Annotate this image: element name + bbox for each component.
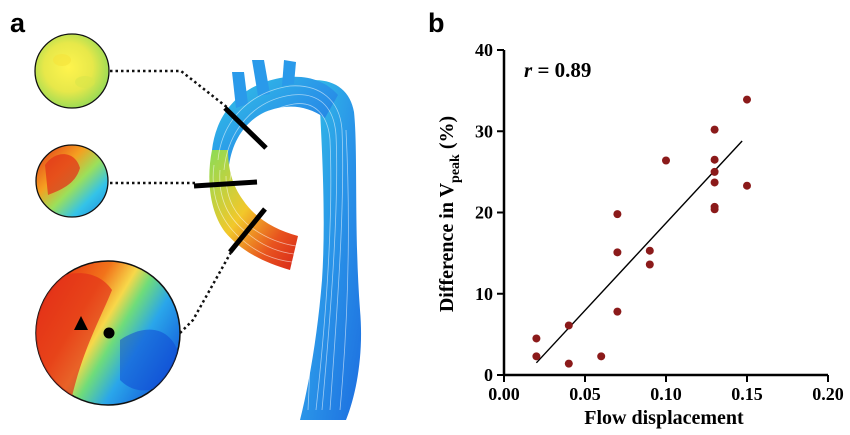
y-tick-label: 30	[475, 121, 493, 141]
data-point	[710, 205, 719, 214]
data-point	[710, 167, 719, 176]
x-tick-label: 0.15	[731, 384, 763, 404]
data-point	[532, 352, 541, 361]
cut-plane-bottom	[228, 207, 267, 254]
data-point	[743, 181, 751, 190]
x-tick-label: 0.00	[488, 384, 520, 404]
y-axis-label-sub: peak	[448, 154, 463, 183]
y-axis-label: Difference in Vpeak (%)	[436, 116, 463, 312]
x-axis-label: Flow displacement	[584, 407, 744, 429]
y-axis-label-main: Difference in V	[436, 182, 458, 312]
data-point	[645, 246, 654, 255]
triangle-marker	[74, 316, 88, 330]
circle-marker	[103, 327, 115, 339]
panel-label-b: b	[428, 8, 445, 38]
data-point	[564, 359, 573, 368]
regression-line	[535, 140, 743, 364]
data-point	[613, 210, 622, 219]
cross-section-middle	[35, 144, 109, 218]
y-tick-label: 20	[475, 203, 493, 223]
data-point	[564, 321, 573, 330]
cross-section-top	[34, 33, 110, 109]
connector-top	[110, 69, 234, 113]
r-value: = 0.89	[532, 58, 591, 82]
data-point	[710, 155, 719, 164]
x-tick-label: 0.10	[650, 384, 682, 404]
data-point	[662, 156, 670, 165]
aorta-streamlines	[193, 60, 362, 420]
panel-label-a: a	[10, 8, 26, 38]
y-axis-label-unit: (%)	[436, 116, 458, 149]
data-point	[613, 307, 622, 316]
r-symbol: r	[524, 58, 533, 82]
data-point	[710, 178, 719, 187]
r-annotation: r = 0.89	[524, 58, 591, 82]
cut-plane-top	[223, 106, 268, 150]
data-point	[710, 125, 719, 134]
data-point	[532, 334, 541, 343]
connector-bottom	[179, 244, 237, 334]
y-tick-label: 10	[475, 284, 493, 304]
x-tick-label: 0.05	[569, 384, 601, 404]
data-point	[645, 260, 654, 269]
data-point	[613, 248, 622, 257]
cut-plane-middle	[193, 179, 258, 189]
cross-section-bottom	[35, 260, 181, 406]
data-point	[597, 352, 606, 361]
data-point	[743, 95, 751, 104]
chart-axes	[502, 50, 828, 377]
y-tick-label: 0	[484, 365, 493, 385]
y-tick-label: 40	[475, 40, 493, 60]
x-tick-label: 0.20	[812, 384, 844, 404]
aorta-flow-illustration	[34, 33, 362, 420]
